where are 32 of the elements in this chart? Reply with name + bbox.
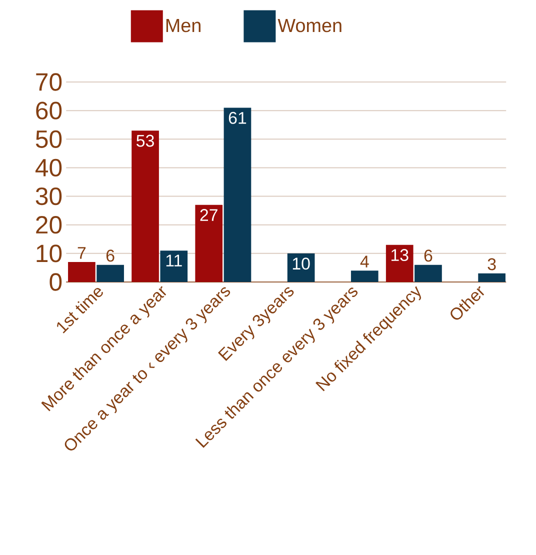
bar [350,270,378,282]
data-label: 6 [424,250,432,262]
bar [160,250,188,282]
legend-label: Men [166,18,200,32]
data-label: 3 [488,258,496,270]
bar [386,244,414,282]
bar [195,204,223,282]
data-label: 53 [136,134,154,147]
data-label: 7 [78,247,86,259]
y-tick-label: 20 [36,216,62,234]
bar [414,264,442,282]
data-label: 61 [228,112,246,124]
y-tick-label: 10 [36,244,62,262]
y-tick-label: 30 [36,187,62,206]
data-label: 6 [106,250,114,262]
data-label: 10 [292,258,310,270]
data-label: 13 [391,249,408,262]
y-tick-label: 60 [36,102,62,120]
legend-label: Women [278,18,342,32]
y-tick-label: 70 [36,73,62,91]
bar [287,253,315,282]
y-tick-label: 40 [35,158,62,177]
data-label: 27 [200,209,218,221]
bar [132,130,159,282]
bar [478,273,506,282]
y-tick-label: 50 [36,130,62,148]
bar [68,262,96,282]
y-tick-label: 0 [50,273,62,291]
bar [224,108,252,282]
data-label: 11 [166,254,182,266]
data-label: 4 [360,256,369,268]
bar [96,264,124,282]
